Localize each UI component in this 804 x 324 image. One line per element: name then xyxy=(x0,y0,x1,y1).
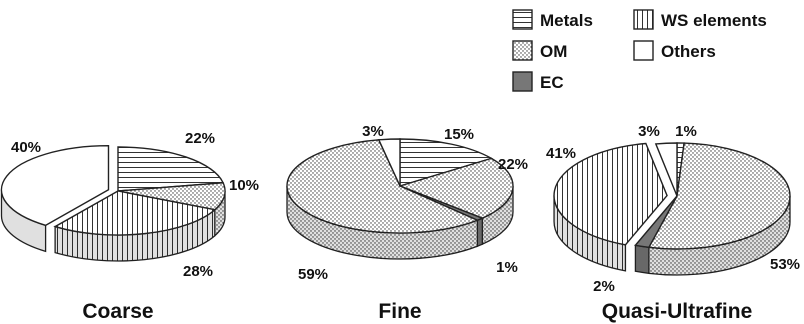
legend-swatch xyxy=(512,40,533,61)
legend-item-others: Others xyxy=(633,40,716,61)
pie-slice-ws-elements xyxy=(553,142,668,246)
pie-slice-side-shade xyxy=(214,191,225,236)
legend-swatch xyxy=(512,71,533,92)
legend-label: WS elements xyxy=(661,11,767,30)
pie-charts: 22% 10% 28% 40% Coarse 15% 22% 1% 59% 3% Fine 1% 53%… xyxy=(0,123,800,323)
pie-coarse: 22% 10% 28% 40% Coarse xyxy=(0,130,259,323)
slice-data-label: 41% xyxy=(546,145,576,162)
legend-swatch xyxy=(512,9,533,30)
pie-slice-ws-elements xyxy=(53,190,217,236)
legend-label: EC xyxy=(540,73,564,92)
pie-slice-ec xyxy=(634,195,678,249)
legend-swatch xyxy=(633,40,654,61)
pie-slice-others xyxy=(654,142,678,197)
pie-slice-metals xyxy=(117,146,225,192)
legend-item-ec: EC xyxy=(512,71,564,92)
slice-data-label: 22% xyxy=(185,130,215,147)
pie-title: Coarse xyxy=(82,300,153,323)
legend-label: OM xyxy=(540,42,567,61)
pie-slice-om xyxy=(286,139,480,234)
slice-data-label: 40% xyxy=(11,139,41,156)
pie-slice-others xyxy=(0,145,110,227)
pie-slice-side-shade xyxy=(477,218,483,247)
slice-data-label: 59% xyxy=(298,266,328,283)
pie-slice-metals xyxy=(399,138,494,187)
pie-title: Fine xyxy=(378,300,421,323)
pie-slice-side-shade xyxy=(554,195,626,271)
legend-item-metals: Metals xyxy=(512,9,593,30)
pie-slice-side-shade xyxy=(55,209,215,261)
slice-data-label: 3% xyxy=(638,123,660,140)
legend-label: Metals xyxy=(540,11,593,30)
slice-data-label: 1% xyxy=(675,123,697,140)
slice-data-label: 28% xyxy=(183,263,213,280)
pie-slice-side-shade xyxy=(1,189,46,252)
pie-title: Quasi-Ultrafine xyxy=(602,300,753,323)
pie-fine: 15% 22% 1% 59% 3% Fine xyxy=(286,123,528,323)
pie-slice-others xyxy=(377,138,401,187)
slice-data-label: 22% xyxy=(498,156,528,173)
slice-data-label: 2% xyxy=(593,278,615,295)
slice-data-label: 3% xyxy=(362,123,384,140)
chart-legend: Metals WS elements OM Others EC xyxy=(512,9,767,92)
pie-slice-side-shade xyxy=(635,245,649,274)
legend-item-ws-elements: WS elements xyxy=(633,9,767,30)
slice-data-label: 53% xyxy=(770,256,800,273)
pie-quasi-ultrafine: 1% 53% 2% 41% 3% Quasi-Ultrafine xyxy=(546,123,800,323)
legend-swatch xyxy=(633,9,654,30)
pie-slice-side-shade xyxy=(482,186,513,245)
slice-data-label: 15% xyxy=(444,126,474,143)
pie-slice-om xyxy=(397,157,514,219)
legend-label: Others xyxy=(661,42,716,61)
slice-data-label: 1% xyxy=(496,259,518,276)
legend-item-om: OM xyxy=(512,40,567,61)
pie-slice-om xyxy=(647,142,791,250)
slice-data-label: 10% xyxy=(229,177,259,194)
pie-slice-side-shade xyxy=(287,186,478,259)
pie-slice-side-shade xyxy=(648,196,790,275)
